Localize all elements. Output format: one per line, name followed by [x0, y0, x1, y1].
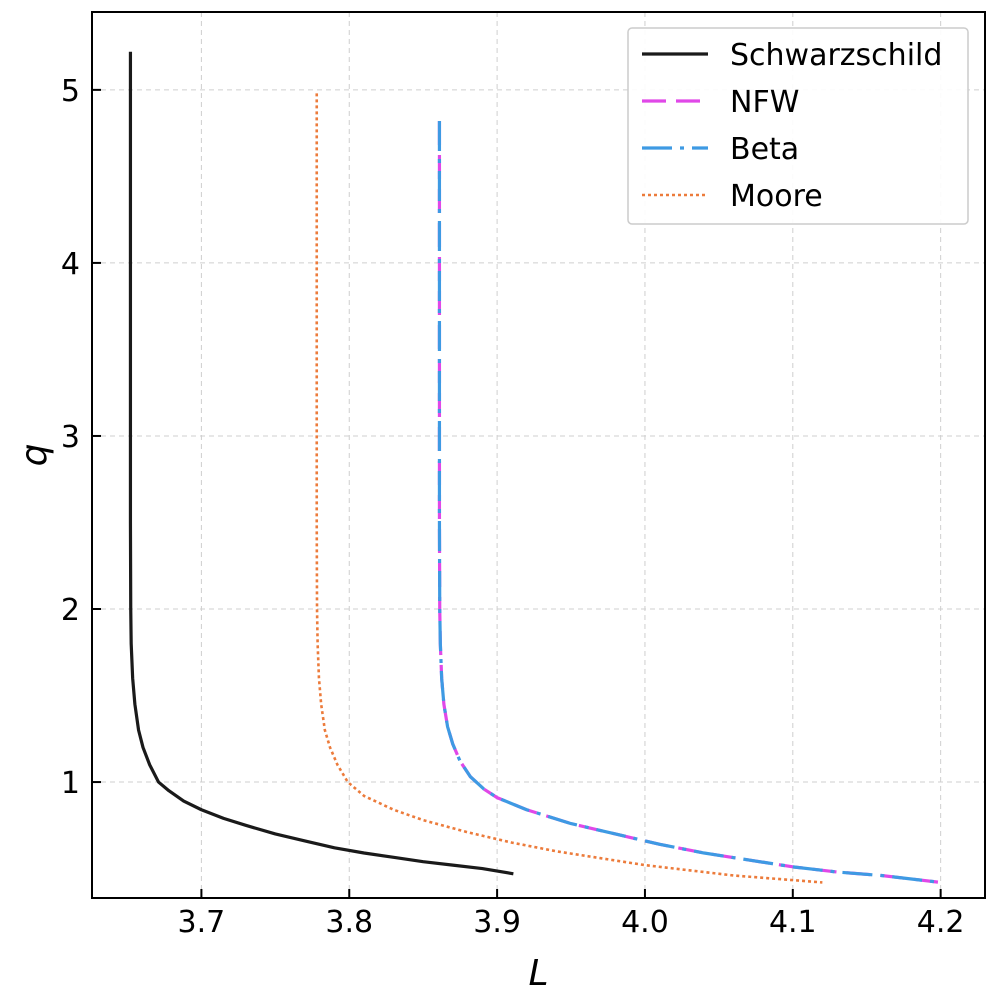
- y-tick-label: 1: [61, 766, 80, 801]
- legend-label-beta: Beta: [730, 132, 799, 167]
- series-line-schwarzschild: [128, 51, 514, 876]
- tick-labels: 3.7 3.8 3.9 4.0 4.1 4.2 1 2 3 4 5: [61, 74, 965, 940]
- y-tick-label: 2: [61, 593, 80, 628]
- x-tick-label: 4.2: [917, 905, 965, 940]
- series-line-moore: [315, 93, 823, 884]
- ticks: [92, 88, 942, 898]
- x-tick-label: 3.8: [325, 905, 373, 940]
- legend-label-nfw: NFW: [730, 85, 799, 120]
- series-line-nfw: [437, 121, 941, 885]
- x-tick-label: 3.9: [473, 905, 521, 940]
- series-layer: [128, 51, 941, 885]
- x-tick-label: 4.1: [769, 905, 817, 940]
- x-tick-label: 3.7: [178, 905, 226, 940]
- legend-label-moore: Moore: [730, 179, 823, 214]
- y-tick-label: 3: [61, 420, 80, 455]
- legend-label-schwarzschild: Schwarzschild: [730, 38, 942, 73]
- x-axis-label: L: [528, 953, 548, 994]
- y-tick-label: 5: [61, 74, 80, 109]
- axes-frame: [91, 11, 986, 899]
- legend-box: [627, 27, 969, 225]
- x-tick-label: 4.0: [621, 905, 669, 940]
- y-tick-label: 4: [61, 247, 80, 282]
- y-axis-label: q: [14, 444, 55, 467]
- series-line-beta: [437, 121, 941, 885]
- legend: Schwarzschild NFW Beta Moore: [627, 27, 969, 225]
